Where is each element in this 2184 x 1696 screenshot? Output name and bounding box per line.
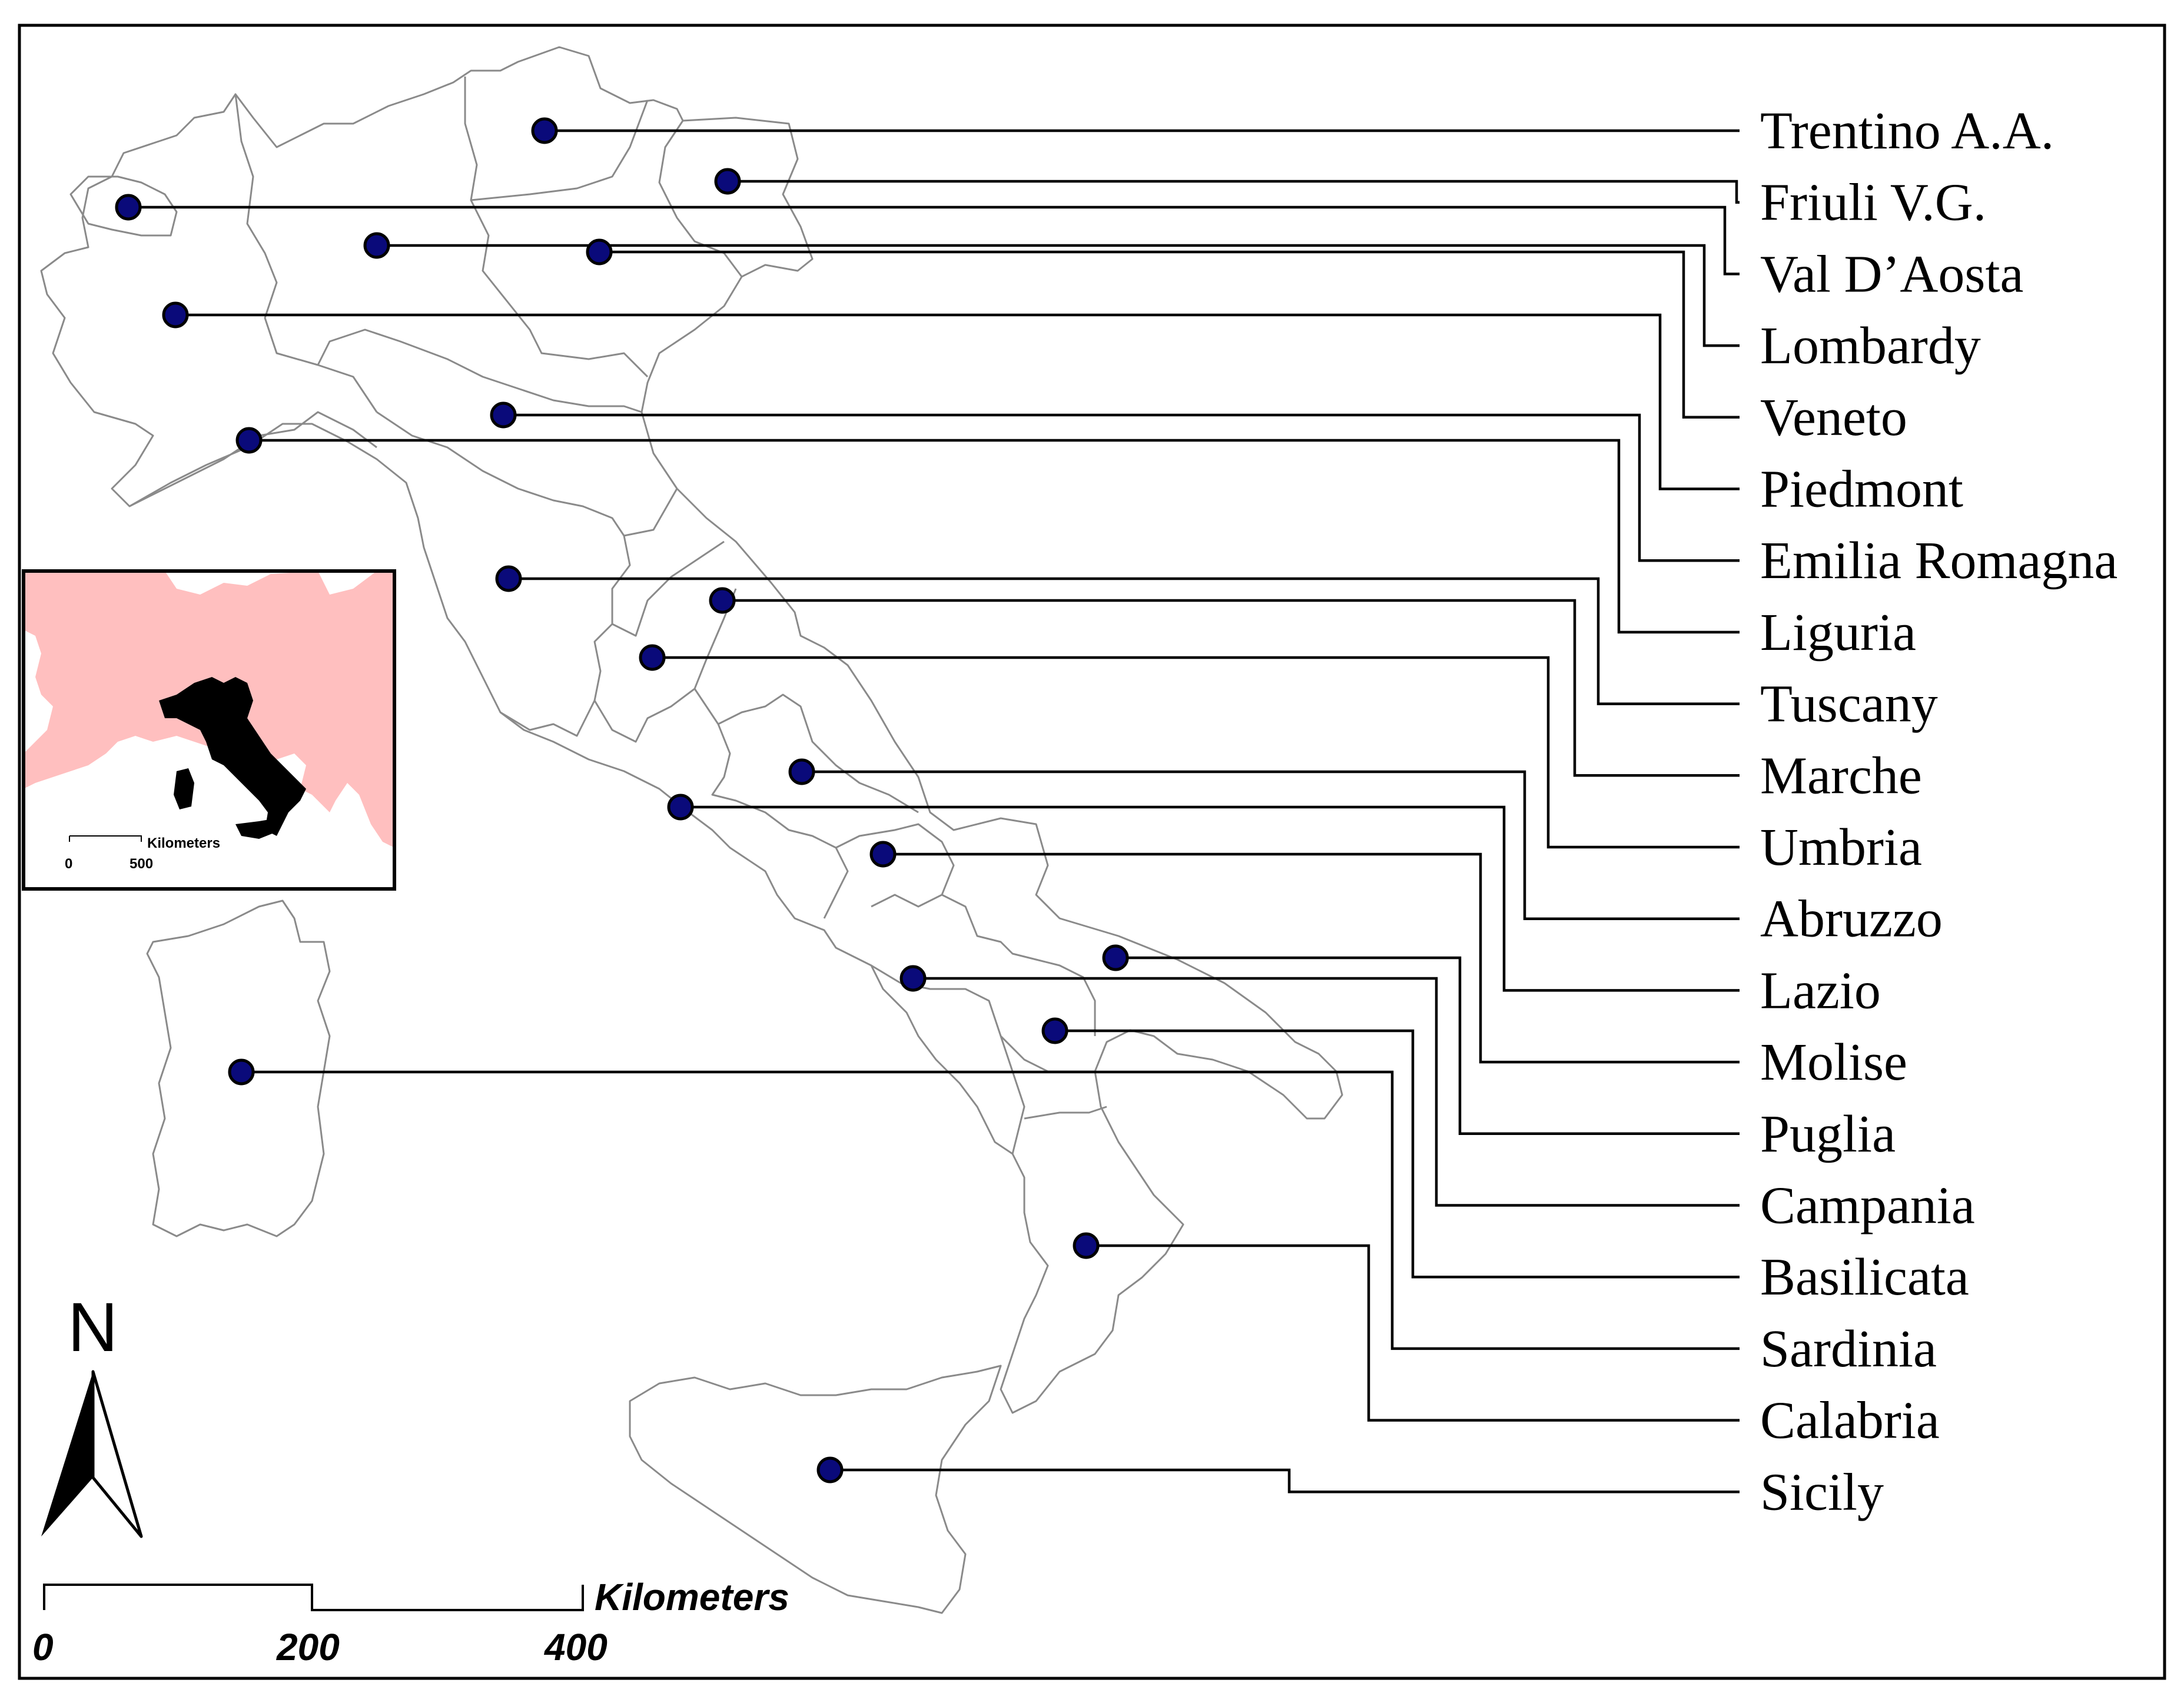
label-trentino-a-a: Trentino A.A.: [1760, 102, 2054, 160]
north-arrow: N: [41, 1289, 143, 1538]
leader-line-puglia: [1116, 956, 1740, 1136]
marker-trentino-a-a[interactable]: [531, 117, 558, 144]
marker-lombardy[interactable]: [363, 232, 390, 259]
north-label: N: [68, 1289, 118, 1366]
marker-val-d-aosta[interactable]: [115, 194, 142, 221]
inset-italy: [159, 677, 306, 836]
leader-line-emilia-romagna: [503, 413, 1740, 562]
scale-tick-200: 200: [276, 1626, 340, 1668]
leader-lines: [128, 129, 1740, 1493]
marker-abruzzo[interactable]: [788, 758, 815, 785]
inset-sicily: [235, 818, 277, 839]
marker-campania[interactable]: [900, 965, 927, 992]
scale-unit-label: Kilometers: [595, 1576, 789, 1618]
marker-umbria[interactable]: [639, 644, 666, 671]
inset-scale-tick-500: 500: [130, 856, 153, 872]
leader-line-liguria: [249, 439, 1740, 634]
leader-line-friuli-v-g: [728, 180, 1740, 204]
marker-lazio[interactable]: [667, 794, 694, 821]
marker-marche[interactable]: [709, 587, 736, 614]
marker-puglia[interactable]: [1102, 944, 1129, 971]
label-sicily: Sicily: [1760, 1463, 1884, 1521]
marker-liguria[interactable]: [235, 427, 263, 454]
label-friuli-v-g: Friuli V.G.: [1760, 174, 1986, 232]
marker-friuli-v-g[interactable]: [714, 168, 741, 195]
marker-sicily[interactable]: [816, 1456, 844, 1483]
leader-line-tuscany: [509, 577, 1740, 705]
region-markers: [115, 117, 1129, 1483]
label-marche: Marche: [1760, 746, 1922, 805]
leader-line-calabria: [1086, 1244, 1740, 1422]
label-veneto: Veneto: [1760, 389, 1907, 447]
marker-piedmont[interactable]: [162, 301, 189, 328]
label-lombardy: Lombardy: [1760, 317, 1981, 375]
marker-molise[interactable]: [869, 841, 897, 868]
marker-calabria[interactable]: [1073, 1232, 1100, 1259]
region-labels: Trentino A.A. Friuli V.G. Val D’Aosta Lomba…: [1760, 102, 2117, 1521]
leader-line-sicily: [830, 1468, 1740, 1493]
inset-locator-map: Kilometers 0 500: [22, 569, 396, 891]
label-sardinia: Sardinia: [1760, 1320, 1937, 1378]
scale-tick-400: 400: [543, 1626, 608, 1668]
leader-line-val-d-aosta: [128, 205, 1740, 276]
marker-veneto[interactable]: [586, 238, 613, 265]
inset-sardinia: [174, 768, 194, 809]
label-campania: Campania: [1760, 1177, 1975, 1235]
region-outlines: [40, 46, 1343, 1614]
label-umbria: Umbria: [1760, 818, 1922, 877]
label-emilia-romagna: Emilia Romagna: [1760, 532, 2117, 590]
scale-tick-0: 0: [32, 1626, 54, 1668]
label-abruzzo: Abruzzo: [1760, 890, 1943, 948]
label-piedmont: Piedmont: [1760, 460, 1963, 519]
marker-tuscany[interactable]: [495, 565, 522, 592]
marker-sardinia[interactable]: [228, 1058, 255, 1086]
leader-line-lombardy: [377, 244, 1740, 347]
label-puglia: Puglia: [1760, 1105, 1896, 1163]
marker-basilicata[interactable]: [1041, 1017, 1068, 1044]
inset-scale-unit: Kilometers: [147, 835, 220, 851]
leader-line-molise: [883, 852, 1740, 1064]
leader-line-campania: [913, 977, 1740, 1207]
label-molise: Molise: [1760, 1033, 1907, 1091]
leader-line-umbria: [652, 656, 1740, 849]
label-lazio: Lazio: [1760, 961, 1881, 1020]
marker-emilia-romagna[interactable]: [490, 401, 517, 429]
leader-line-basilicata: [1055, 1029, 1740, 1279]
label-tuscany: Tuscany: [1760, 675, 1938, 734]
inset-scale-tick-0: 0: [65, 856, 72, 872]
leader-line-sardinia: [241, 1070, 1740, 1350]
leader-line-marche: [722, 599, 1740, 777]
north-arrow-icon: [41, 1372, 93, 1536]
leader-line-lazio: [681, 805, 1740, 992]
label-calabria: Calabria: [1760, 1392, 1940, 1450]
leader-line-piedmont: [175, 313, 1740, 490]
leader-line-abruzzo: [802, 770, 1740, 920]
leader-line-veneto: [599, 250, 1740, 419]
label-liguria: Liguria: [1760, 603, 1916, 662]
label-val-d-aosta: Val D’Aosta: [1760, 245, 2023, 303]
scale-bar: Kilometers 0 200 400: [32, 1576, 789, 1668]
label-basilicata: Basilicata: [1760, 1248, 1969, 1306]
